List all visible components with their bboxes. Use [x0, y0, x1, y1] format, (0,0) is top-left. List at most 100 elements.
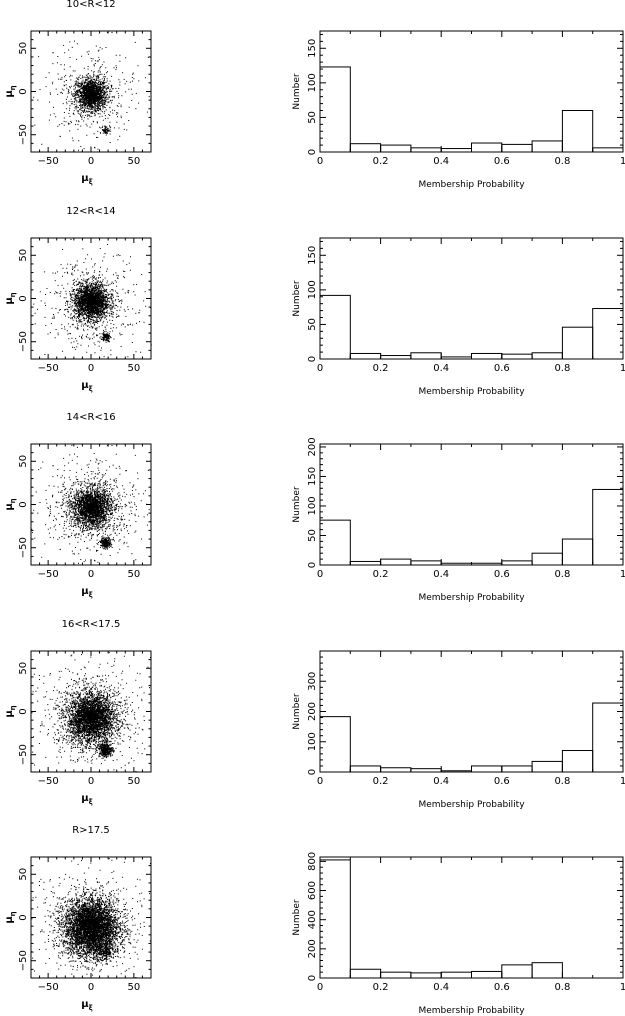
y-tick-label: 0: [307, 149, 318, 155]
x-tick-label: 0.8: [554, 982, 570, 993]
x-axis-label: μξ: [81, 380, 93, 393]
x-tick-label: 0.8: [554, 156, 570, 167]
x-tick-label: 0.4: [433, 982, 449, 993]
y-tick-label: 50: [307, 111, 318, 124]
histogram-panel-1: 0 0.2 0.4 0.6 0.8 1 0 50 100 150 Membership Probab…: [292, 30, 625, 190]
histogram-bars: [319, 488, 624, 566]
x-tick-label: 1: [620, 982, 625, 993]
histogram-bar: [380, 971, 412, 979]
x-axis-label: Membership Probability: [418, 800, 525, 810]
histogram-bar: [471, 765, 503, 773]
y-axis-label: Number: [292, 486, 302, 522]
y-tick-label: 100: [307, 73, 318, 92]
histogram-bars: [319, 702, 624, 773]
y-tick-label: 200: [307, 939, 318, 958]
y-tick-label: 150: [307, 467, 318, 486]
histogram-bar: [531, 352, 563, 360]
y-tick-label: 0: [18, 914, 29, 920]
y-tick-label: 50: [18, 249, 29, 262]
scatter-point-cloud: [31, 858, 151, 978]
histogram-bar: [471, 352, 503, 360]
histogram-bar: [561, 538, 594, 566]
histogram-bar: [410, 147, 442, 153]
y-axis-label: μη: [4, 911, 17, 923]
x-tick-label: 0: [317, 363, 323, 374]
x-tick-label: 50: [127, 569, 140, 580]
x-tick-label: 1: [620, 776, 625, 787]
histogram-bar: [349, 560, 382, 566]
x-tick-label: −50: [38, 569, 59, 580]
x-tick-label: 0: [317, 982, 323, 993]
scatter-points: [31, 858, 151, 978]
histogram-bar: [380, 355, 412, 360]
histogram-bar: [410, 560, 442, 566]
panel-title: 10<R<12: [66, 0, 115, 10]
histogram-bar: [592, 488, 624, 566]
x-tick-label: 0: [88, 776, 94, 787]
histogram-bar: [592, 147, 624, 153]
histogram-bar: [501, 143, 533, 153]
scatter-point-cloud: [33, 32, 150, 151]
x-tick-label: 0.2: [373, 156, 389, 167]
histogram-frame: [319, 237, 624, 360]
histogram-panel-5: 0 0.2 0.4 0.6 0.8 1 0 200 400 600 800 Membership Pr…: [292, 852, 625, 1016]
histogram-bar: [501, 353, 533, 360]
histogram-frame: [319, 443, 624, 566]
histogram-bar: [531, 140, 563, 153]
y-tick-label: 50: [307, 318, 318, 331]
y-tick-label: 150: [307, 39, 318, 58]
y-tick-label: 0: [307, 356, 318, 362]
histogram-bar: [319, 294, 351, 360]
histogram-bar: [471, 970, 503, 979]
y-tick-label: 100: [307, 496, 318, 515]
x-tick-label: 0.2: [373, 776, 389, 787]
x-tick-label: 1: [620, 569, 625, 580]
x-tick-label: 0: [88, 363, 94, 374]
panel-title: 12<R<14: [66, 206, 115, 217]
scatter-points: [33, 239, 152, 358]
y-tick-label: 50: [18, 42, 29, 55]
x-tick-label: 0.6: [494, 156, 510, 167]
y-axis-label: Number: [292, 73, 302, 109]
x-tick-label: 50: [127, 156, 140, 167]
y-tick-label: 100: [307, 280, 318, 299]
scatter-panel-1: −50 0 50 −50 0 50 10<R<12 μξ μη: [4, 0, 152, 186]
histogram-bar: [410, 352, 442, 360]
y-tick-label: 0: [18, 501, 29, 507]
x-tick-label: 0.4: [433, 156, 449, 167]
panel-title: R>17.5: [72, 825, 110, 836]
histogram-bar: [380, 767, 412, 773]
histogram-bar: [501, 765, 533, 773]
x-tick-label: 0.6: [494, 982, 510, 993]
x-axis-label: Membership Probability: [418, 593, 525, 603]
y-tick-label: 300: [307, 672, 318, 691]
histogram-frame: [319, 30, 624, 153]
x-axis-label: μξ: [81, 173, 93, 186]
histogram-bar: [349, 143, 382, 153]
x-tick-label: 0: [88, 156, 94, 167]
x-tick-label: 0.2: [373, 982, 389, 993]
histogram-bar: [531, 552, 563, 566]
y-tick-label: 600: [307, 881, 318, 900]
y-tick-label: 0: [307, 975, 318, 981]
x-tick-label: 0: [317, 776, 323, 787]
histogram-bar: [561, 326, 594, 360]
y-tick-label: 100: [307, 732, 318, 751]
y-tick-label: −50: [18, 744, 29, 765]
scatter-points: [33, 32, 150, 151]
histogram-frame: [319, 650, 624, 773]
y-tick-label: 200: [307, 702, 318, 721]
x-tick-label: 0.4: [433, 569, 449, 580]
y-tick-label: −50: [18, 537, 29, 558]
y-axis-label: μη: [4, 498, 17, 510]
x-axis-label: μξ: [81, 999, 93, 1012]
histogram-bar: [380, 558, 412, 566]
histogram-bar: [319, 859, 351, 979]
x-axis-label: Membership Probability: [418, 387, 525, 397]
scatter-points: [31, 444, 150, 564]
histogram-bar: [319, 519, 351, 566]
histogram-panel-4: 0 0.2 0.4 0.6 0.8 1 0 100 200 300 Membership Proba…: [292, 650, 625, 810]
y-tick-label: 800: [307, 852, 318, 871]
histogram-bar: [440, 148, 473, 153]
